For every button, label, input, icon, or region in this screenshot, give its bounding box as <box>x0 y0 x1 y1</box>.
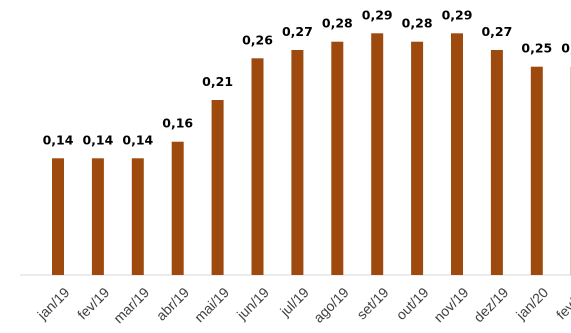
x-tick-label-ago/19: ago/19 <box>310 284 352 326</box>
x-tick-label-out/19: out/19 <box>393 284 432 323</box>
x-tick-label-mai/19: mai/19 <box>191 284 232 325</box>
x-tick-label-dez/19: dez/19 <box>470 284 511 325</box>
data-label-nov/19: 0,29 <box>442 7 473 22</box>
x-tick-label-fev/19: fev/19 <box>74 284 112 322</box>
bar-ago/19 <box>331 41 344 276</box>
x-tick-label-set/19: set/19 <box>353 284 391 322</box>
bar-mai/19 <box>211 100 224 275</box>
bar-dez/19 <box>490 50 503 275</box>
data-label-mar/19: 0,14 <box>122 132 153 147</box>
bar-set/19 <box>371 33 384 275</box>
data-label-dez/19: 0,27 <box>481 24 512 39</box>
x-tick-label-jun/19: jun/19 <box>233 284 272 323</box>
x-tick-label-mar/19: mar/19 <box>110 284 152 326</box>
bar-jan/20 <box>530 66 543 275</box>
data-label-jul/19: 0,27 <box>282 24 313 39</box>
data-label-jan/20: 0,25 <box>521 41 552 56</box>
data-label-ago/19: 0,28 <box>322 16 353 31</box>
x-tick-label-abr/19: abr/19 <box>153 284 193 324</box>
bar-jun/19 <box>251 58 264 275</box>
bars-layer <box>52 33 571 276</box>
data-label-abr/19: 0,16 <box>162 116 193 131</box>
x-tick-label-nov/19: nov/19 <box>430 284 471 325</box>
bar-out/19 <box>411 41 424 276</box>
bar-abr/19 <box>171 141 184 275</box>
data-label-set/19: 0,29 <box>362 7 393 22</box>
data-label-jan/19: 0,14 <box>43 132 74 147</box>
bar-jan/19 <box>52 158 64 275</box>
data-label-fev/19: 0,14 <box>82 132 113 147</box>
x-tick-label-jan/20: jan/20 <box>512 284 551 323</box>
x-tick-label-jan/19: jan/19 <box>33 284 72 323</box>
bar-jul/19 <box>291 50 304 275</box>
bar-fev/19 <box>91 158 104 275</box>
data-label-out/19: 0,28 <box>402 16 433 31</box>
data-label-mai/19: 0,21 <box>202 74 233 89</box>
data-label-fev/20: 0,25 <box>561 41 571 56</box>
data-label-jun/19: 0,26 <box>242 32 273 47</box>
x-tick-label-fev/20: fev/20 <box>553 284 571 322</box>
bar-nov/19 <box>451 33 463 275</box>
x-tick-label-jul/19: jul/19 <box>276 284 312 320</box>
bar-mar/19 <box>131 158 144 275</box>
data-labels-layer: 0,14 0,14 0,14 0,16 0,21 0,26 0,27 0,28 0,29 0,28… <box>43 7 571 147</box>
